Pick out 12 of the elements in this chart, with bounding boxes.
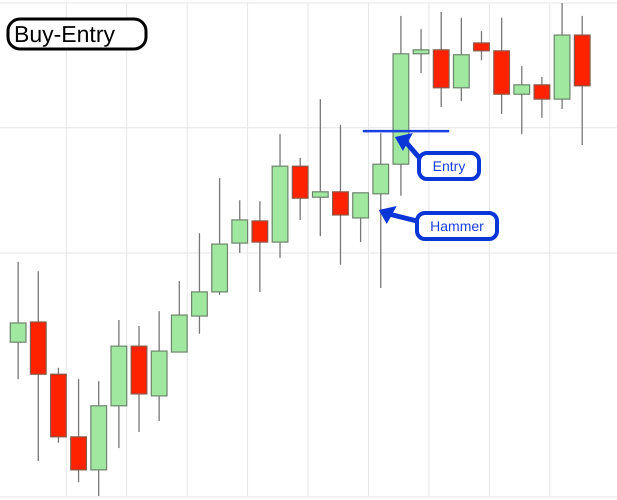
candlestick (312, 98, 329, 237)
annotation: Hammer (430, 218, 484, 234)
candlestick (251, 200, 268, 293)
candlestick (412, 28, 430, 74)
candlestick (10, 261, 27, 380)
candlestick (473, 30, 490, 61)
annotation: Entry (432, 158, 466, 174)
candlestick (231, 200, 248, 254)
candlestick (513, 65, 530, 135)
candlestick (533, 76, 550, 119)
text: Buy-Entry (14, 21, 116, 47)
candlestick (332, 124, 349, 266)
